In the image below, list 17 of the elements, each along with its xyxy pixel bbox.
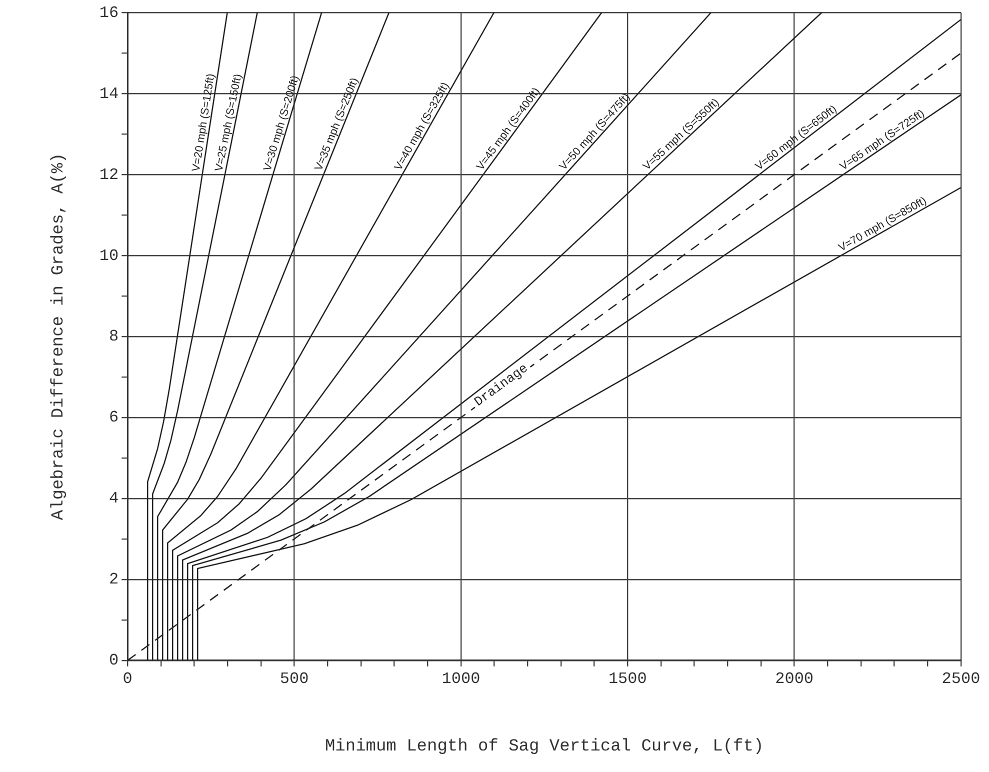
y-tick-label: 0 [108, 652, 119, 670]
x-tick-label: 2500 [942, 670, 980, 688]
y-tick-label: 8 [108, 328, 119, 346]
y-tick-label: 10 [99, 246, 119, 265]
y-tick-label: 16 [99, 4, 119, 22]
y-tick-label: 12 [99, 166, 119, 184]
x-tick-label: 1000 [442, 670, 480, 688]
y-tick-label: 14 [99, 84, 119, 103]
x-axis-title: Minimum Length of Sag Vertical Curve, L(ft) [324, 737, 764, 756]
y-axis-title: Algebraic Difference in Grades, A(%) [50, 152, 69, 520]
x-tick-label: 0 [122, 670, 132, 688]
y-tick-label: 4 [108, 490, 119, 508]
y-tick-label: 2 [108, 570, 119, 589]
x-tick-label: 1500 [608, 670, 647, 688]
y-tick-label: 6 [108, 408, 119, 427]
x-tick-label: 500 [280, 670, 309, 688]
x-tick-label: 2000 [775, 670, 814, 688]
